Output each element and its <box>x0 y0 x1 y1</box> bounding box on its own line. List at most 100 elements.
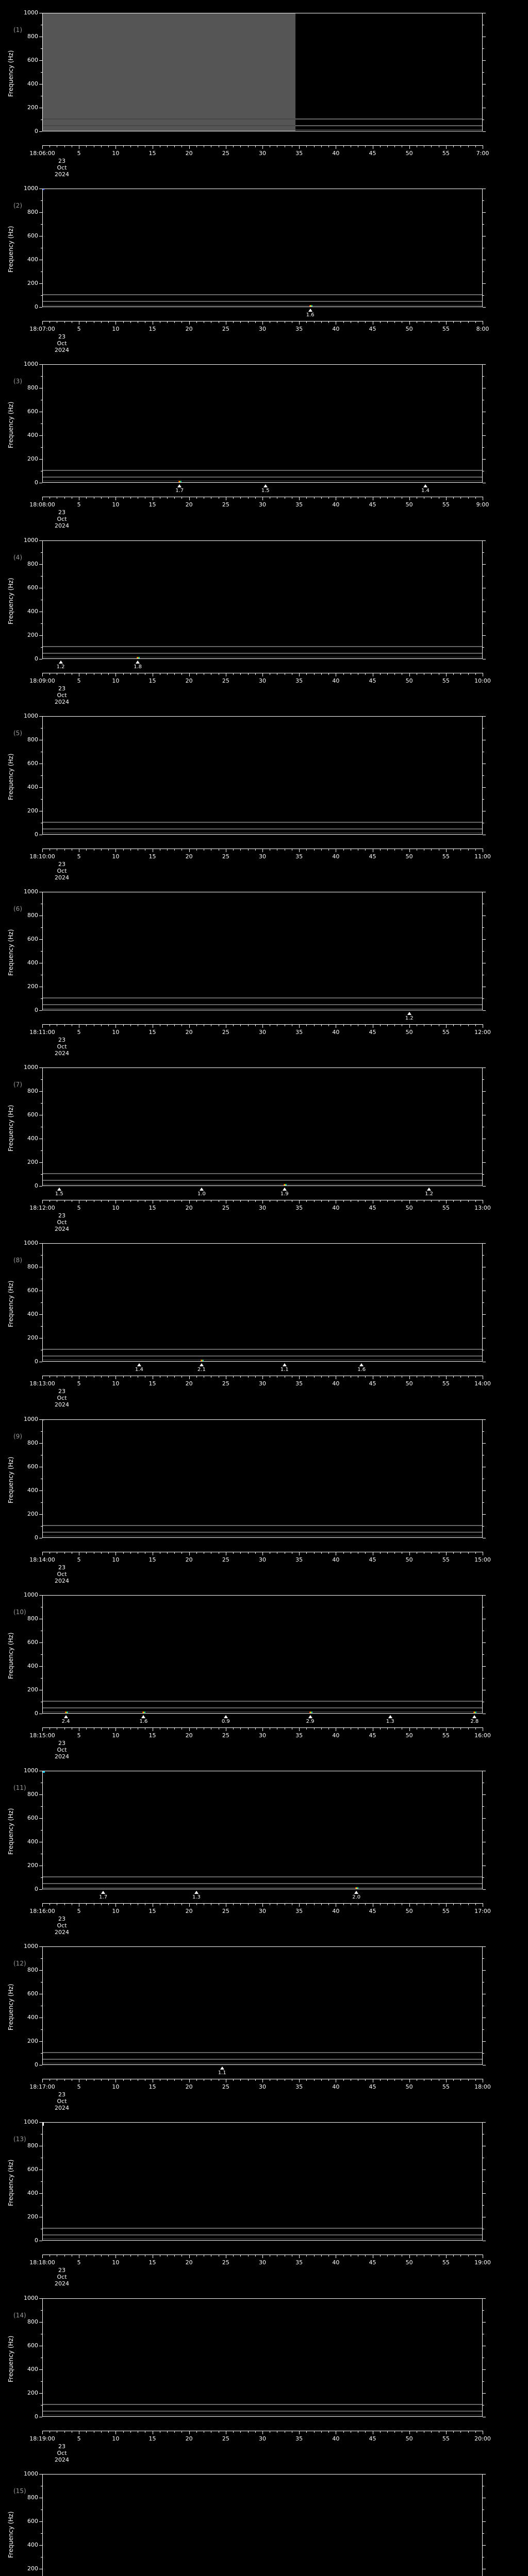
y-tick <box>483 72 484 73</box>
x-tick <box>108 1727 109 1730</box>
x-tick <box>380 497 381 499</box>
date-label: Oct <box>57 2274 67 2280</box>
x-tick-label: 35 <box>295 1029 303 1036</box>
event-magnitude-label: 1.5 <box>261 488 270 494</box>
x-tick-label: 10 <box>112 853 120 860</box>
x-tick <box>255 2431 256 2433</box>
x-tick <box>174 321 175 323</box>
x-tick <box>240 2079 241 2081</box>
interference-line <box>43 118 295 120</box>
y-tick-label: 200 <box>27 807 38 814</box>
x-tick <box>174 1727 175 1730</box>
x-tick <box>64 2079 65 2081</box>
x-tick <box>453 673 454 675</box>
event-marker-triangle-icon <box>407 1012 411 1015</box>
y-tick-label: 1000 <box>24 1767 38 1774</box>
x-tick <box>409 849 410 852</box>
x-tick <box>64 1200 65 1202</box>
x-tick <box>394 1552 395 1554</box>
x-tick <box>167 1200 168 1202</box>
date-label: 23 <box>58 861 65 868</box>
x-tick-label: 15 <box>148 150 156 157</box>
x-tick <box>196 1727 197 1730</box>
y-tick <box>41 951 42 952</box>
event-marker-triangle-icon <box>63 1715 68 1718</box>
y-tick <box>39 2041 42 2042</box>
y-tick-label: 600 <box>27 2166 38 2173</box>
x-tick-label: 45 <box>369 853 376 860</box>
no-data-region <box>43 13 295 131</box>
x-tick <box>299 1376 300 1379</box>
x-tick-label: 40 <box>332 1380 340 1387</box>
y-tick <box>483 1243 486 1244</box>
y-tick <box>483 200 484 201</box>
x-tick <box>189 497 190 500</box>
x-tick <box>475 1727 476 1730</box>
date-label: Oct <box>57 1219 67 1226</box>
x-tick-label: 30 <box>259 1732 266 1739</box>
x-tick <box>233 673 234 675</box>
event-blip <box>309 305 312 307</box>
y-tick <box>41 2181 42 2182</box>
x-tick-label: 5 <box>77 1556 81 1563</box>
y-tick <box>483 1079 484 1080</box>
x-tick <box>167 2079 168 2081</box>
x-tick <box>108 1200 109 1202</box>
y-tick-label: 800 <box>27 1088 38 1094</box>
x-tick <box>314 1552 315 1554</box>
y-tick-label: 1000 <box>24 2119 38 2125</box>
start-time-label: 18:17:00 <box>29 2083 55 2090</box>
x-tick <box>328 1903 329 1905</box>
y-tick-label: 800 <box>27 2494 38 2501</box>
x-tick <box>468 1024 469 1026</box>
y-tick-label: 0 <box>35 831 38 838</box>
frequency-axis-label: Frequency (Hz) <box>7 50 14 97</box>
x-tick-label: 5 <box>77 677 81 684</box>
y-tick <box>41 200 42 201</box>
y-tick <box>39 540 42 541</box>
y-tick-label: 600 <box>27 1815 38 1821</box>
x-tick-label: 30 <box>259 1380 266 1387</box>
y-tick <box>39 1067 42 1068</box>
x-tick <box>101 1024 102 1026</box>
x-tick-label: 55 <box>442 853 450 860</box>
x-tick <box>130 2079 131 2081</box>
y-tick-label: 0 <box>35 1534 38 1541</box>
panel-index-label: (4) <box>13 554 22 561</box>
x-tick-label: 35 <box>295 2435 303 2442</box>
y-tick <box>41 1079 42 1080</box>
x-tick <box>306 849 307 851</box>
y-tick-label: 0 <box>35 1710 38 1717</box>
event-marker-triangle-icon <box>308 309 312 312</box>
event-magnitude-label: 2.9 <box>306 1719 315 1724</box>
x-tick <box>394 1024 395 1026</box>
x-tick <box>328 1024 329 1026</box>
y-tick <box>39 1186 42 1187</box>
plot-area <box>42 1771 483 1889</box>
event-magnitude-label: 1.9 <box>280 1191 289 1197</box>
x-tick-label: 25 <box>222 1732 229 1739</box>
date-label: 23 <box>58 1388 65 1395</box>
x-tick <box>240 1024 241 1026</box>
x-tick <box>431 2431 432 2433</box>
y-tick <box>41 927 42 928</box>
x-tick <box>299 1200 300 1204</box>
date-label: 2024 <box>55 1753 69 1760</box>
x-tick <box>108 849 109 851</box>
x-tick <box>475 1200 476 1202</box>
x-tick <box>240 1376 241 1378</box>
y-tick <box>483 1186 486 1187</box>
x-tick <box>42 849 43 852</box>
x-tick-label: 25 <box>222 1908 229 1914</box>
x-tick <box>394 2079 395 2081</box>
date-label: 2024 <box>55 1226 69 1232</box>
x-tick <box>365 1903 366 1905</box>
y-tick <box>39 459 42 460</box>
y-tick-label: 1000 <box>24 888 38 895</box>
event-marker-triangle-icon <box>141 1715 146 1718</box>
y-tick <box>483 939 486 940</box>
x-tick <box>306 1903 307 1905</box>
y-tick <box>41 1526 42 1527</box>
x-tick-label: 5 <box>77 2435 81 2442</box>
end-time-label: 12:00 <box>474 1029 491 1036</box>
